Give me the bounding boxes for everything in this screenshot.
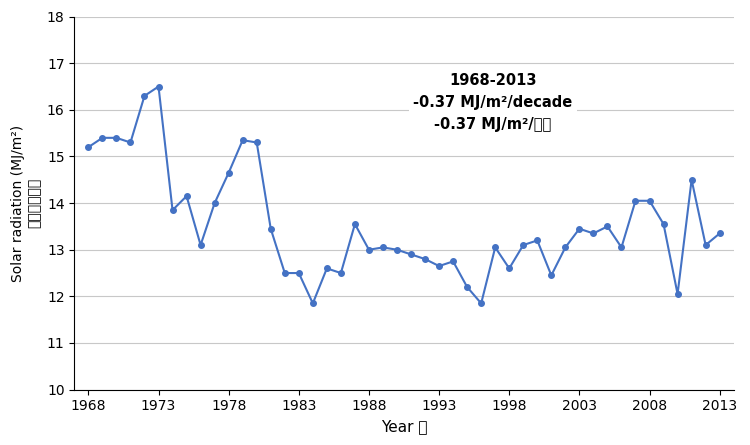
Y-axis label: Solar radiation (MJ/m²)
太陽總輿射量: Solar radiation (MJ/m²) 太陽總輿射量: [11, 125, 41, 282]
X-axis label: Year 年: Year 年: [381, 419, 427, 434]
Text: 1968-2013
-0.37 MJ/m²/decade
-0.37 MJ/m²/十年: 1968-2013 -0.37 MJ/m²/decade -0.37 MJ/m²…: [413, 73, 573, 132]
